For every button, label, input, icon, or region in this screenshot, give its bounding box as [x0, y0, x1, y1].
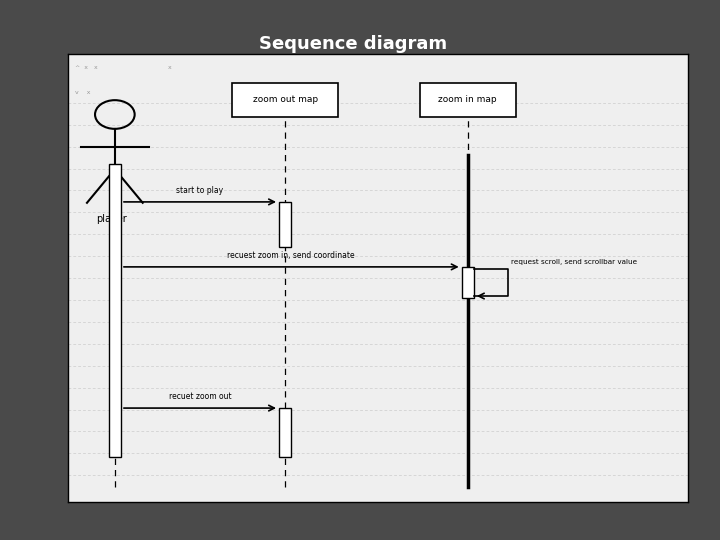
Bar — [462, 267, 474, 298]
Text: x: x — [168, 65, 171, 70]
Text: zoom out map: zoom out map — [253, 96, 318, 104]
Bar — [233, 83, 338, 117]
Text: recuest zoom in, send coordinate: recuest zoom in, send coordinate — [228, 251, 355, 260]
Bar — [279, 202, 292, 247]
Text: request scroll, send scrollbar value: request scroll, send scrollbar value — [511, 259, 637, 265]
Bar — [420, 83, 516, 117]
Bar — [279, 408, 292, 457]
Text: zoom in map: zoom in map — [438, 96, 497, 104]
Text: v    x: v x — [75, 90, 90, 95]
Text: ^  x   x: ^ x x — [75, 65, 97, 70]
Text: Sequence diagram: Sequence diagram — [259, 35, 447, 53]
Text: player: player — [96, 214, 127, 224]
Bar — [109, 164, 121, 457]
Text: start to play: start to play — [176, 186, 223, 195]
Text: recuet zoom out: recuet zoom out — [168, 393, 231, 401]
